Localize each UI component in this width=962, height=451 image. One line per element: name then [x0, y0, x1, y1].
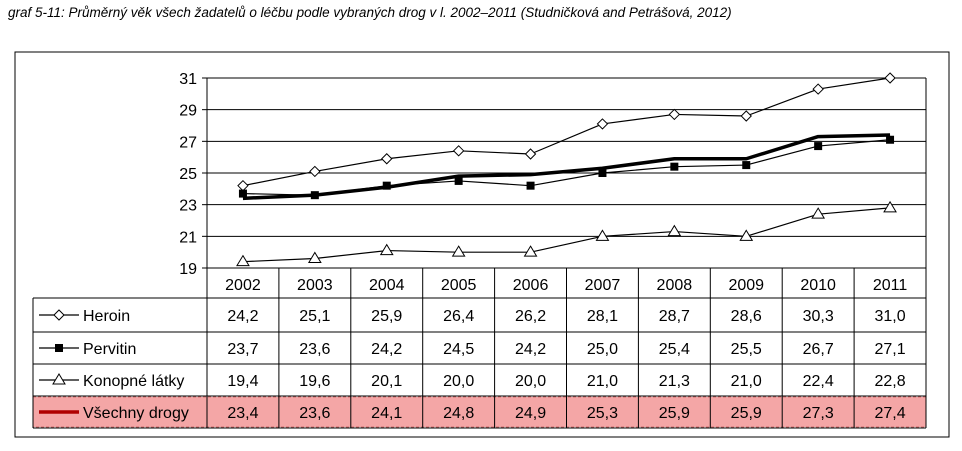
- x-tick-label: 2003: [297, 277, 333, 294]
- legend-marker: [52, 373, 66, 385]
- chart-frame: [14, 51, 950, 438]
- legend-label: Všechny drogy: [83, 405, 189, 422]
- x-tick-label: 2006: [513, 277, 549, 294]
- data-label: 24,5: [443, 341, 474, 358]
- data-label: 25,9: [371, 308, 402, 325]
- data-label: 24,8: [443, 405, 474, 422]
- data-label: 27,1: [874, 341, 905, 358]
- data-point: [812, 83, 824, 95]
- data-point: [668, 108, 681, 121]
- data-point: [595, 229, 610, 241]
- data-label: 25,5: [731, 341, 762, 358]
- series-line-0: [242, 77, 891, 187]
- data-point: [742, 161, 751, 170]
- data-point: [237, 179, 249, 192]
- data-point: [381, 153, 393, 165]
- data-point: [238, 189, 247, 198]
- data-label: 19,4: [227, 373, 258, 390]
- legend-label: Heroin: [83, 308, 130, 325]
- data-label: 24,2: [371, 341, 402, 358]
- data-label: 26,4: [443, 308, 474, 325]
- data-point: [739, 229, 754, 241]
- series-line-2: [242, 207, 891, 263]
- y-tick-label: 31: [179, 71, 197, 88]
- data-point: [379, 243, 394, 256]
- data-point: [307, 251, 322, 263]
- data-label: 24,9: [515, 405, 546, 422]
- x-tick-label: 2010: [800, 277, 836, 294]
- data-label: 25,9: [659, 405, 690, 422]
- data-label: 23,6: [299, 341, 330, 358]
- y-tick-label: 19: [179, 261, 197, 278]
- data-point: [454, 176, 463, 185]
- data-point: [670, 162, 679, 171]
- data-label: 24,2: [515, 341, 546, 358]
- data-label: 23,6: [299, 405, 330, 422]
- data-label: 19,6: [299, 373, 330, 390]
- data-point: [526, 181, 535, 190]
- x-tick-label: 2005: [441, 277, 477, 294]
- data-label: 23,7: [227, 341, 258, 358]
- data-label: 30,3: [803, 308, 834, 325]
- legend-marker: [55, 344, 63, 352]
- data-point: [596, 118, 609, 130]
- data-label: 22,4: [803, 373, 834, 390]
- data-point: [523, 245, 538, 257]
- data-point: [598, 169, 607, 177]
- data-label: 25,0: [587, 341, 618, 358]
- data-point: [309, 165, 321, 178]
- data-label: 21,0: [587, 373, 618, 390]
- x-tick-label: 2007: [585, 277, 621, 294]
- highlight-row-background: [32, 396, 927, 428]
- data-point: [883, 200, 897, 213]
- data-label: 22,8: [874, 373, 905, 390]
- data-point: [884, 72, 896, 84]
- data-label: 25,3: [587, 405, 618, 422]
- data-label: 28,7: [659, 308, 690, 325]
- data-label: 27,4: [874, 405, 905, 422]
- x-tick-label: 2002: [225, 277, 261, 294]
- data-label: 27,3: [803, 405, 834, 422]
- data-label: 23,4: [227, 405, 258, 422]
- y-tick-label: 23: [179, 198, 197, 215]
- data-label: 26,7: [803, 341, 834, 358]
- data-label: 20,1: [371, 373, 402, 390]
- data-point: [886, 135, 895, 144]
- x-tick-label: 2008: [657, 277, 693, 294]
- data-point: [740, 110, 752, 122]
- data-label: 20,0: [515, 373, 546, 390]
- x-tick-label: 2009: [728, 277, 764, 294]
- data-point: [451, 245, 466, 257]
- data-label: 21,0: [731, 373, 762, 390]
- data-point: [452, 145, 465, 157]
- data-point: [814, 142, 823, 151]
- data-label: 21,3: [659, 373, 690, 390]
- y-tick-label: 29: [179, 103, 197, 120]
- legend-label: Pervitin: [83, 341, 136, 358]
- data-label: 20,0: [443, 373, 474, 390]
- data-label: 24,2: [227, 308, 258, 325]
- data-point: [236, 254, 250, 267]
- y-tick-label: 25: [179, 166, 197, 183]
- legend-label: Konopné látky: [83, 373, 184, 390]
- data-label: 24,1: [371, 405, 402, 422]
- data-label: 28,6: [731, 308, 762, 325]
- chart-caption: graf 5-11: Průměrný věk všech žadatelů o…: [8, 5, 732, 20]
- data-label: 26,2: [515, 308, 546, 325]
- data-point: [524, 148, 537, 160]
- y-tick-label: 27: [179, 134, 197, 151]
- x-tick-label: 2011: [873, 277, 908, 294]
- data-label: 25,4: [659, 341, 690, 358]
- series-line-3: [242, 133, 891, 201]
- legend-marker: [53, 309, 65, 321]
- data-label: 25,9: [731, 405, 762, 422]
- data-point: [811, 207, 826, 219]
- data-label: 28,1: [587, 308, 618, 325]
- x-tick-label: 2004: [369, 277, 405, 294]
- data-label: 25,1: [299, 308, 330, 325]
- data-point: [667, 224, 682, 237]
- data-label: 31,0: [874, 308, 905, 325]
- y-tick-label: 21: [179, 229, 197, 246]
